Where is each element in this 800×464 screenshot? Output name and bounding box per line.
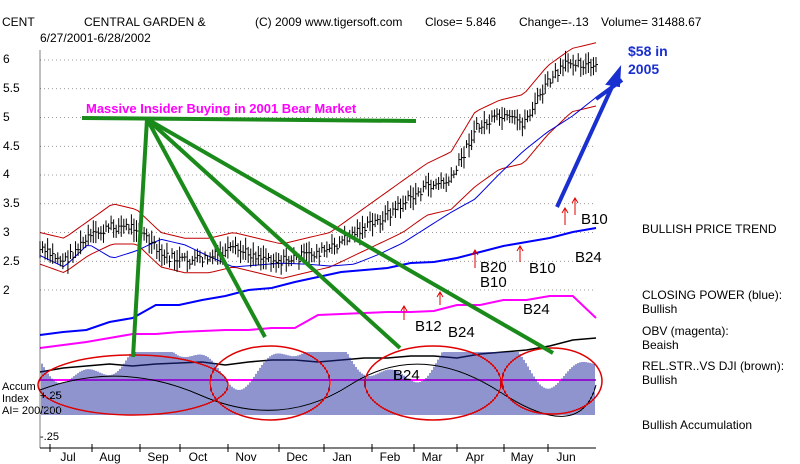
copyright-label: (C) 2009 www.tigersoft.com xyxy=(255,15,403,29)
signal-label: B24 xyxy=(393,367,420,384)
signal-arrow-head xyxy=(436,291,444,298)
signal-arrow-head xyxy=(471,249,479,256)
month-label: Oct xyxy=(189,450,208,464)
signal-arrow-head xyxy=(571,197,579,204)
y-tick-label: 4.5 xyxy=(3,139,20,153)
accum-label: Accum xyxy=(2,381,36,393)
month-label: Jul xyxy=(60,450,75,464)
accumulation-ellipse xyxy=(209,345,331,421)
month-label: May xyxy=(511,450,534,464)
date-range-label: 6/27/2001-6/28/2002 xyxy=(40,31,151,45)
y-tick-label: 2 xyxy=(3,283,10,297)
signal-arrow-head xyxy=(400,305,408,312)
obv-line xyxy=(39,295,597,349)
signal-label: B10 xyxy=(529,260,556,277)
accum-index-label: Index xyxy=(2,393,29,405)
month-label: Feb xyxy=(380,450,401,464)
closing-power-line xyxy=(39,227,597,336)
company-label: CENTRAL GARDEN & xyxy=(84,15,206,29)
insider-pointer-line xyxy=(131,118,149,358)
relstr-value: Bullish xyxy=(642,373,678,387)
signal-label: B20 xyxy=(480,259,507,276)
y-tick-label: 5.5 xyxy=(3,81,20,95)
obv-value: Beaish xyxy=(642,338,679,352)
signal-arrow-head xyxy=(516,245,524,252)
relstr-label: REL.STR..VS DJI (brown): xyxy=(642,359,785,373)
accum-label-block: Accum Index AI= 200/200 xyxy=(2,381,62,417)
y-tick-label: 4 xyxy=(3,167,10,181)
signal-label: B12 xyxy=(415,318,442,335)
month-label: Jun xyxy=(556,450,575,464)
lower-band xyxy=(39,105,597,279)
insider-annotation: Massive Insider Buying in 2001 Bear Mark… xyxy=(86,101,357,116)
signal-label: B10 xyxy=(581,211,608,228)
y-tick-label: 5 xyxy=(3,110,10,124)
insider-pointer-line xyxy=(146,117,554,355)
accumulation-ellipse xyxy=(501,347,603,415)
signal-label: B24 xyxy=(575,249,602,266)
target-annotation-line2: 2005 xyxy=(628,61,660,77)
upper-band xyxy=(39,42,597,245)
closing-power-label: CLOSING POWER (blue): xyxy=(642,288,783,302)
signal-label: B24 xyxy=(523,301,550,318)
volume-label: Volume= 31488.67 xyxy=(601,15,702,29)
accum-tick-plus: +.25 xyxy=(40,390,62,402)
accumulation-ellipse xyxy=(364,345,502,421)
ticker-label: CENT xyxy=(2,15,35,29)
signal-label: B24 xyxy=(448,324,475,341)
month-label: Dec xyxy=(286,450,307,464)
change-label: Change=-.13 xyxy=(519,15,589,29)
accum-ai-label: AI= 200/200 xyxy=(2,405,62,417)
month-label: Aug xyxy=(99,450,120,464)
accumulation-label: Bullish Accumulation xyxy=(642,418,753,432)
y-tick-label: 2.5 xyxy=(3,254,20,268)
close-label: Close= 5.846 xyxy=(425,15,497,29)
closing-power-value: Bullish xyxy=(642,302,678,316)
target-arrow-barb xyxy=(594,78,624,101)
insider-pointer-line xyxy=(145,118,267,338)
insider-annotation-bar xyxy=(81,116,417,123)
accum-ma-line xyxy=(39,363,597,417)
moving-average-line xyxy=(39,96,597,268)
month-label: Nov xyxy=(235,450,256,464)
y-tick-label: 6 xyxy=(3,52,10,66)
month-label: Mar xyxy=(422,450,443,464)
obv-label: OBV (magenta): xyxy=(642,324,729,338)
target-arrow-line xyxy=(555,75,619,208)
insider-pointer-line xyxy=(145,117,402,350)
month-label: Jan xyxy=(332,450,351,464)
month-label: Sep xyxy=(147,450,169,464)
month-label: Apr xyxy=(466,450,485,464)
signal-label: B10 xyxy=(480,274,507,291)
y-tick-label: 3 xyxy=(3,225,10,239)
signal-arrow-head xyxy=(561,207,569,214)
trend-label: BULLISH PRICE TREND xyxy=(642,222,777,236)
target-annotation-line1: $58 in xyxy=(628,43,668,59)
y-tick-label: 3.5 xyxy=(3,196,20,210)
accum-tick-minus: -.25 xyxy=(40,431,59,443)
